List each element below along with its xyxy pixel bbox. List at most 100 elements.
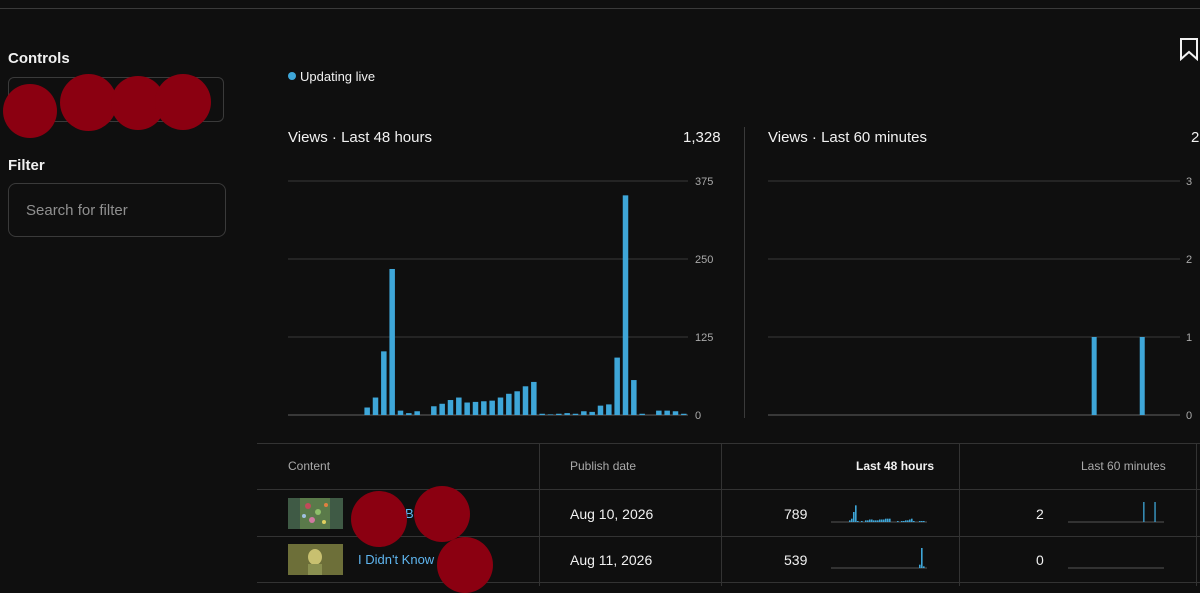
chart-bar[interactable]: [506, 393, 512, 415]
chart-bar[interactable]: [531, 381, 537, 415]
chart-60m-title: Views · Last 60 minutes: [768, 129, 927, 146]
top-divider: [0, 8, 1200, 9]
chart-bar[interactable]: [581, 411, 587, 415]
chart-bar[interactable]: [547, 414, 554, 415]
sparkline-bar: [905, 520, 907, 522]
bookmark-icon[interactable]: [1178, 37, 1200, 61]
redaction-mark: [60, 74, 117, 131]
chart-bar[interactable]: [606, 404, 612, 415]
y-tick-label: 125: [695, 332, 713, 344]
y-tick-label: 375: [695, 176, 713, 188]
y-tick-label: 250: [695, 254, 713, 266]
redaction-mark: [155, 74, 211, 130]
chart-bar[interactable]: [439, 403, 445, 415]
chart-bar[interactable]: [514, 391, 520, 415]
column-header-content[interactable]: Content: [288, 459, 331, 473]
views-48h-value: 539: [784, 552, 808, 568]
chart-bar[interactable]: [431, 406, 437, 415]
chart-bar[interactable]: [556, 413, 562, 415]
dot-icon: [288, 72, 296, 80]
chart-bar[interactable]: [397, 410, 404, 415]
live-label: Updating live: [300, 69, 376, 84]
sparkline-bar: [1143, 502, 1145, 522]
column-header-last-48-hours[interactable]: Last 48 hours: [856, 459, 935, 473]
table-row-border: [257, 536, 1200, 537]
y-tick-label: 3: [1186, 176, 1192, 188]
live-status: Updating live: [288, 69, 375, 84]
chart-bar[interactable]: [539, 413, 545, 415]
redaction-mark: [414, 486, 470, 542]
chart-bar[interactable]: [589, 411, 595, 415]
chart-bar[interactable]: [622, 195, 629, 415]
sparkline-bar: [897, 521, 899, 522]
chart-bar[interactable]: [614, 357, 620, 415]
chart-bar[interactable]: [497, 397, 504, 415]
chart-bar[interactable]: [564, 413, 570, 415]
sparkline-bar: [849, 520, 851, 522]
column-divider: [539, 443, 540, 586]
sparkline-bar: [923, 566, 925, 568]
video-thumbnail[interactable]: [288, 498, 343, 529]
redaction-mark: [351, 491, 407, 547]
chart-bar[interactable]: [389, 268, 395, 415]
chart-bar[interactable]: [481, 401, 487, 415]
views-48h-value: 789: [784, 506, 808, 522]
chart-48h-total: 1,328: [683, 129, 721, 146]
chart-bar[interactable]: [639, 413, 645, 415]
filter-input[interactable]: [9, 184, 225, 236]
sparkline-bar: [879, 519, 881, 522]
views-60m-value: 0: [1036, 552, 1044, 568]
chart-48h-title: Views · Last 48 hours: [288, 129, 432, 146]
sparkline-bar: [869, 519, 871, 522]
chart-bar[interactable]: [489, 400, 495, 415]
filter-field[interactable]: [8, 183, 226, 237]
chart-bar[interactable]: [522, 386, 529, 415]
chart-bar[interactable]: [472, 401, 479, 415]
sparkline-bar: [857, 521, 859, 522]
sparkline-bar: [853, 512, 855, 522]
sparkline-bar: [883, 519, 885, 522]
chart-bar[interactable]: [1091, 337, 1097, 415]
column-header-last-60-minutes[interactable]: Last 60 minutes: [1081, 459, 1166, 473]
column-header-publish-date[interactable]: Publish date: [570, 459, 637, 473]
sparkline-bar: [913, 521, 915, 522]
column-divider: [959, 443, 960, 586]
sparkline-bar: [861, 521, 863, 522]
chart-bar[interactable]: [672, 411, 679, 415]
sparkline-bar: [867, 520, 869, 522]
controls-heading: Controls: [8, 50, 70, 67]
chart-bar[interactable]: [656, 410, 662, 415]
chart-bar[interactable]: [631, 380, 637, 415]
chart-bar[interactable]: [464, 402, 470, 415]
chart-bar[interactable]: [572, 413, 579, 415]
y-tick-label: 0: [1186, 410, 1192, 422]
column-divider: [721, 443, 722, 586]
filter-heading: Filter: [8, 157, 45, 174]
sparkline-bar: [865, 520, 867, 522]
sparkline-bar: [877, 520, 879, 522]
chart-bar[interactable]: [406, 413, 412, 415]
sparkline-bar: [919, 521, 921, 522]
sparkline-bar: [903, 521, 905, 522]
sparkline-bar: [873, 520, 875, 522]
chart-bar[interactable]: [597, 405, 604, 415]
sparkline-bar: [851, 518, 853, 522]
chart-bar[interactable]: [681, 413, 687, 415]
chart-bar[interactable]: [1139, 337, 1145, 415]
chart-bar[interactable]: [364, 407, 370, 415]
sparkline-bar: [911, 518, 913, 522]
video-thumbnail[interactable]: [288, 544, 343, 575]
sparkline-bar: [875, 520, 877, 522]
chart-bar[interactable]: [456, 397, 462, 415]
sparkline-bar: [889, 518, 891, 522]
chart-bar[interactable]: [447, 400, 454, 415]
publish-date: Aug 10, 2026: [570, 506, 654, 522]
chart-divider: [744, 127, 745, 418]
publish-date: Aug 11, 2026: [570, 552, 653, 568]
chart-bar[interactable]: [372, 397, 379, 415]
sparkline-bar: [901, 521, 903, 522]
chart-bar[interactable]: [381, 351, 387, 415]
sparkline-bar: [871, 519, 873, 522]
chart-bar[interactable]: [414, 411, 420, 415]
chart-bar[interactable]: [664, 410, 670, 415]
